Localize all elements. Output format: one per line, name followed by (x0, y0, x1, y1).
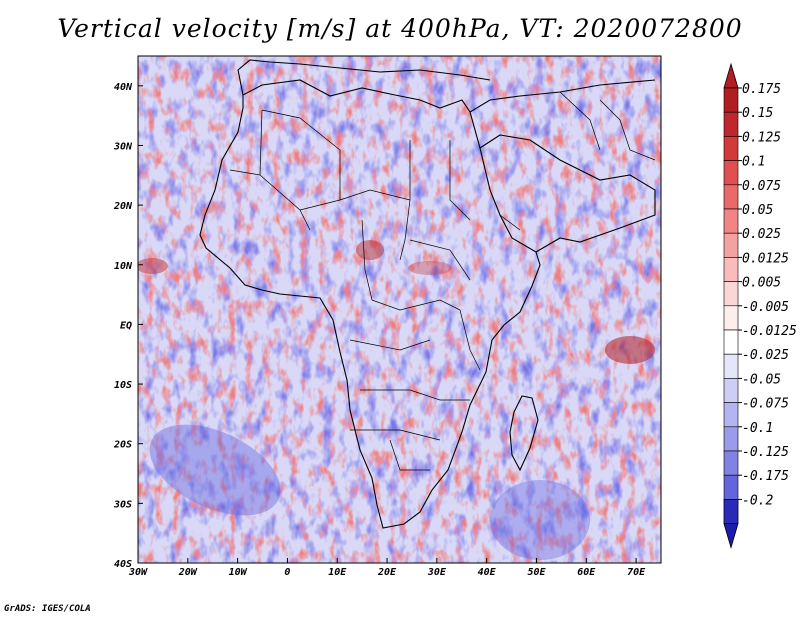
lon-tick-label: 30W (128, 567, 148, 578)
lat-tick-label: 30S (113, 499, 132, 510)
colorbar-swatch (723, 450, 739, 476)
colorbar-swatch (723, 474, 739, 500)
lon-tick-label: 60E (577, 567, 596, 578)
colorbar-min-arrow (723, 523, 739, 550)
lat-tick-label: 30N (113, 141, 133, 152)
lon-tick-label: 40E (478, 567, 497, 578)
lon-tick-label: 20W (178, 567, 198, 578)
colorbar-label: 0.175 (742, 82, 781, 97)
colorbar-swatch (723, 208, 739, 234)
colorbar-swatch (723, 232, 739, 258)
colorbar-label: 0.1 (742, 155, 765, 170)
lon-tick-label: 20E (377, 567, 397, 578)
colorbar-swatch (723, 87, 739, 113)
colorbar-label: 0.05 (742, 203, 773, 218)
colorbar-swatch (723, 353, 739, 379)
country-borders (229, 91, 656, 471)
colorbar-swatch (723, 184, 739, 210)
colorbar-label: -0.1 (742, 421, 773, 436)
colorbar-label: 0.025 (742, 227, 781, 242)
colorbar-label: 0.005 (742, 276, 781, 291)
colorbar-swatch (723, 378, 739, 403)
colorbar-swatch (723, 499, 739, 524)
colorbar-swatch (723, 160, 739, 186)
longitude-ticks: 30W 20W 10W 0 10E 20E 30E 40E 50E 60E 70E (128, 558, 646, 578)
colorbar-label: 0.125 (742, 130, 781, 145)
lon-tick-label: 0 (284, 567, 290, 578)
plot-frame (137, 55, 662, 564)
colorbar-swatch (723, 426, 739, 452)
lon-tick-label: 70E (627, 567, 646, 578)
lon-tick-label: 10E (328, 567, 347, 578)
lat-tick-label: EQ (120, 320, 132, 331)
lat-tick-label: 10S (114, 380, 132, 391)
lon-tick-label: 30E (427, 567, 447, 578)
colorbar-label: -0.075 (742, 397, 789, 412)
colorbar-label: -0.005 (742, 300, 789, 315)
colorbar-label: -0.2 (742, 493, 773, 508)
colorbar-label: 0.15 (742, 106, 773, 121)
colorbar-swatch (723, 329, 739, 355)
colorbar-max-arrow (723, 62, 739, 89)
lat-tick-label: 40N (114, 82, 133, 93)
colorbar-swatch (723, 111, 739, 137)
credit-text: GrADS: IGES/COLA (4, 604, 91, 614)
colorbar-label: -0.125 (742, 445, 789, 460)
colorbar-swatch (723, 305, 739, 331)
coastlines (199, 59, 656, 529)
colorbar-label: -0.175 (742, 469, 789, 484)
colorbar-label: -0.05 (742, 372, 781, 387)
colorbar-swatch (723, 257, 739, 282)
colorbar-swatch (723, 402, 739, 428)
colorbar-label: 0.0125 (742, 251, 789, 266)
colorbar-label: -0.0125 (742, 324, 797, 339)
colorbar-label: -0.025 (742, 348, 789, 363)
lon-tick-label: 10W (229, 567, 248, 578)
lat-tick-label: 10N (114, 261, 133, 272)
colorbar: 0.175 0.15 0.125 0.1 0.075 0.05 0.025 0.0125 0.0… (723, 62, 797, 550)
lat-tick-label: 20N (113, 201, 133, 212)
lat-tick-label: 20S (113, 440, 132, 451)
colorbar-swatch (723, 136, 739, 161)
map-title: Vertical velocity [m/s] at 400hPa, VT: 2… (57, 14, 743, 43)
lat-tick-label: 40S (114, 559, 132, 570)
lon-tick-label: 50E (527, 567, 546, 578)
colorbar-swatch (723, 281, 739, 307)
colorbar-label: 0.075 (742, 179, 781, 194)
latitude-ticks: 40N 30N 20N 10N EQ 10S 20S 30S 40S (113, 82, 143, 570)
